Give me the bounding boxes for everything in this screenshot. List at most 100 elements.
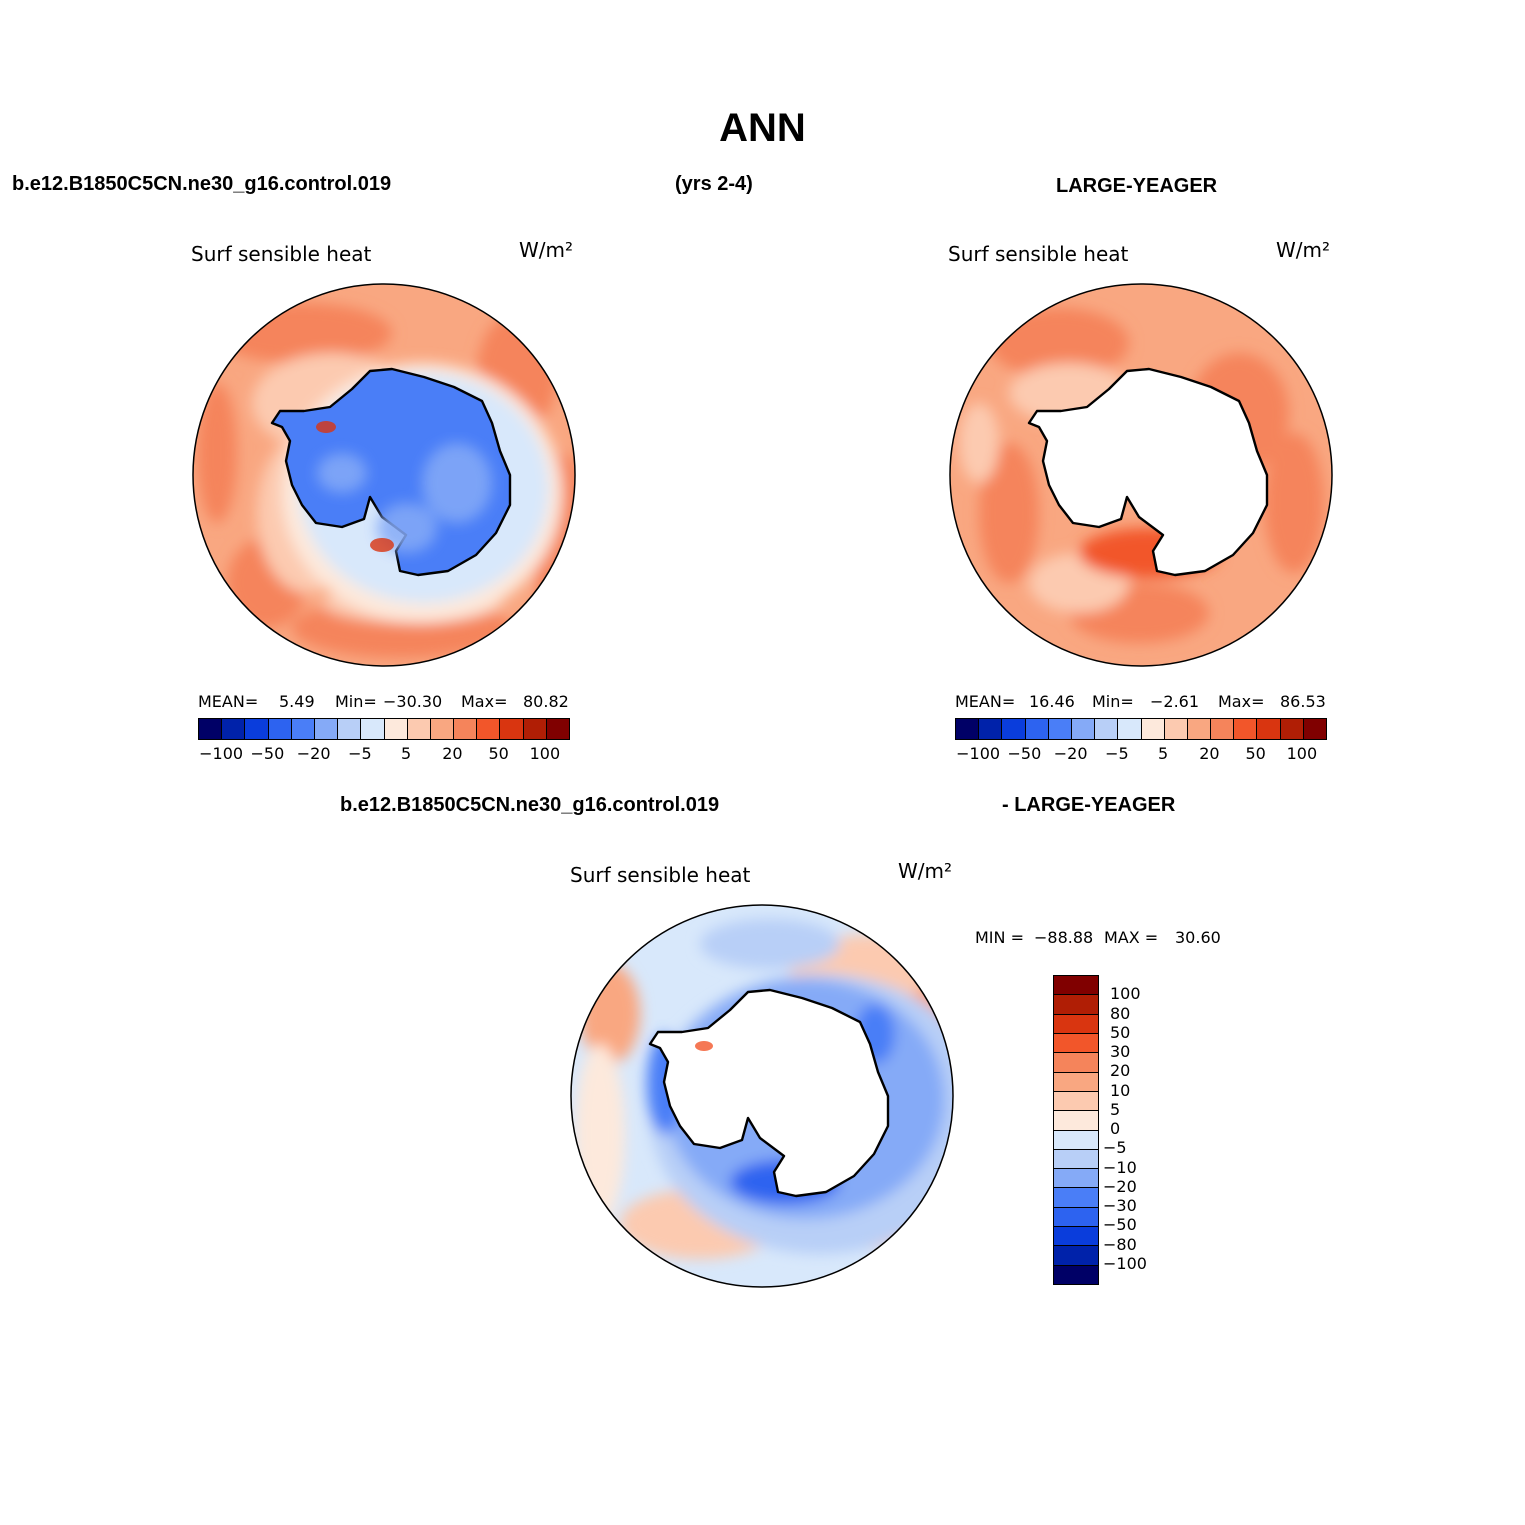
colorbar-swatch: [1054, 976, 1098, 996]
colorbar-swatch: [1054, 1169, 1098, 1189]
colorbar-swatch: [384, 719, 408, 739]
colorbar-swatch: [1002, 719, 1026, 739]
colorbar-swatch: [1054, 1072, 1098, 1092]
years-header: (yrs 2-4): [675, 173, 753, 195]
colorbar-swatch: [314, 719, 339, 739]
colorbar-tick-label: −30: [1103, 1196, 1137, 1215]
colorbar-tick-label: 0: [1110, 1119, 1121, 1138]
colorbar-swatch: [1303, 719, 1326, 739]
diff-units-label: W/m²: [898, 859, 953, 883]
colorbar-swatch: [1054, 1246, 1098, 1266]
model-max-label: Max=: [461, 692, 508, 711]
colorbar-tick-label: −50: [250, 744, 285, 763]
colorbar-tick-label: 100: [1286, 744, 1318, 763]
obs-polar-map: [949, 283, 1333, 667]
colorbar-tick-label: −100: [1103, 1253, 1147, 1273]
colorbar-swatch: [1048, 719, 1072, 739]
model-variable-label: Surf sensible heat: [191, 242, 372, 266]
colorbar-tick-label: 50: [1245, 744, 1266, 763]
colorbar-tick-label: 20: [1110, 1061, 1131, 1081]
colorbar-swatch: [546, 719, 569, 739]
colorbar-swatch: [1211, 719, 1235, 739]
colorbar-tick-label: −100: [199, 744, 244, 763]
obs-max-value: 86.53: [1280, 692, 1326, 711]
colorbar-swatch: [500, 719, 524, 739]
colorbar-tick-label: 80: [1110, 1003, 1131, 1023]
colorbar-tick-label: 30: [1110, 1042, 1131, 1061]
colorbar-swatch: [956, 719, 980, 739]
model-mean-label: MEAN=: [198, 692, 259, 711]
colorbar-swatch: [268, 719, 292, 739]
obs-variable-label: Surf sensible heat: [948, 242, 1129, 266]
colorbar-swatch: [1054, 1130, 1098, 1150]
colorbar-swatch: [1054, 1227, 1098, 1247]
colorbar-swatch: [245, 719, 269, 739]
colorbar-swatch: [1054, 1091, 1098, 1112]
colorbar-tick-label: 100: [529, 744, 561, 763]
model-min-label: Min=: [335, 692, 377, 711]
diff-header-right: - LARGE-YEAGER: [1002, 794, 1176, 816]
colorbar-swatch: [1054, 1033, 1098, 1054]
diff-max-label: MAX =: [1104, 928, 1159, 947]
colorbar-swatch: [1095, 719, 1119, 739]
colorbar-swatch: [1071, 719, 1096, 739]
colorbar-tick-label: 100: [1110, 984, 1141, 1004]
colorbar-swatch: [1280, 719, 1304, 739]
colorbar-tick-label: −10: [1103, 1157, 1137, 1177]
colorbar-swatch: [1054, 1014, 1098, 1034]
colorbar-swatch: [1054, 1265, 1098, 1284]
colorbar-tick-label: 20: [442, 744, 463, 763]
colorbar-tick-label: 10: [1110, 1080, 1131, 1100]
obs-colorbar: [955, 718, 1327, 740]
colorbar-swatch: [454, 719, 478, 739]
colorbar-tick-label: −5: [1105, 744, 1129, 763]
case-name-header: b.e12.B1850C5CN.ne30_g16.control.019: [12, 173, 392, 195]
colorbar-swatch: [1234, 719, 1258, 739]
colorbar-swatch: [1118, 719, 1142, 739]
colorbar-tick-label: 20: [1199, 744, 1220, 763]
colorbar-tick-label: −80: [1103, 1234, 1137, 1254]
colorbar-tick-label: −50: [1103, 1215, 1137, 1235]
colorbar-swatch: [1054, 1053, 1098, 1073]
colorbar-swatch: [1187, 719, 1212, 739]
antarctica-landmass: [1027, 367, 1269, 577]
colorbar-swatch: [1054, 1188, 1098, 1208]
colorbar-tick-label: −100: [956, 744, 1001, 763]
colorbar-swatch: [477, 719, 501, 739]
obs-min-label: Min=: [1092, 692, 1134, 711]
colorbar-tick-label: −20: [296, 744, 331, 763]
colorbar-swatch: [338, 719, 362, 739]
diff-min-value: −88.88: [1034, 928, 1094, 947]
colorbar-swatch: [291, 719, 315, 739]
model-max-value: 80.82: [523, 692, 569, 711]
colorbar-tick-label: −20: [1053, 744, 1088, 763]
obs-min-value: −2.61: [1150, 692, 1200, 711]
colorbar-swatch: [361, 719, 385, 739]
colorbar-swatch: [430, 719, 455, 739]
obs-mean-value: 16.46: [1029, 692, 1075, 711]
diff-header-left: b.e12.B1850C5CN.ne30_g16.control.019: [340, 794, 720, 816]
colorbar-tick-label: 5: [1110, 1099, 1121, 1119]
obs-mean-label: MEAN=: [955, 692, 1016, 711]
colorbar-swatch: [1164, 719, 1188, 739]
colorbar-tick-label: 50: [1110, 1022, 1131, 1042]
colorbar-swatch: [1054, 995, 1098, 1015]
colorbar-swatch: [979, 719, 1003, 739]
colorbar-tick-label: −5: [1103, 1138, 1127, 1158]
obs-units-label: W/m²: [1276, 238, 1331, 262]
colorbar-swatch: [1141, 719, 1165, 739]
model-mean-value: 5.49: [279, 692, 315, 711]
colorbar-swatch: [1054, 1149, 1098, 1170]
colorbar-tick-label: −50: [1007, 744, 1042, 763]
colorbar-swatch: [1257, 719, 1281, 739]
model-units-label: W/m²: [519, 238, 574, 262]
obs-max-label: Max=: [1218, 692, 1265, 711]
colorbar-swatch: [199, 719, 223, 739]
diff-colorbar: [1053, 975, 1099, 1285]
colorbar-swatch: [1054, 1207, 1098, 1228]
colorbar-swatch: [222, 719, 246, 739]
colorbar-swatch: [1025, 719, 1049, 739]
page-title: ANN: [719, 106, 806, 150]
diff-polar-map: [570, 904, 954, 1288]
obs-name-header: LARGE-YEAGER: [1056, 175, 1218, 197]
